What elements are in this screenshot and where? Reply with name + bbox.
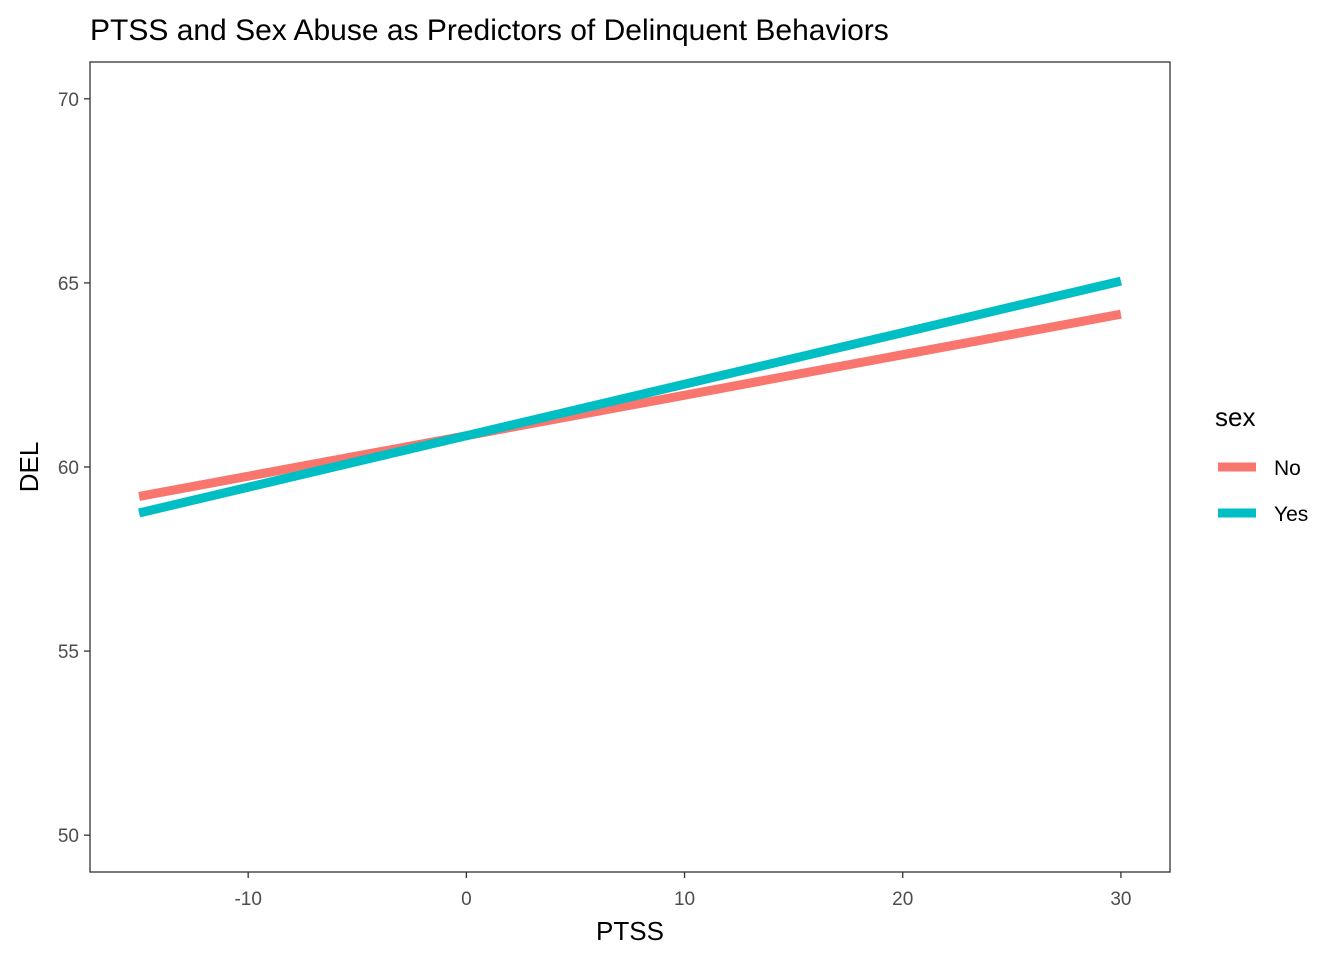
y-tick-label: 60 <box>58 458 79 479</box>
series-line-no <box>138 309 1122 501</box>
legend-label-no: No <box>1274 457 1301 480</box>
plot-panel <box>89 61 1171 873</box>
y-tick-label: 70 <box>58 90 79 111</box>
legend-label-yes: Yes <box>1274 503 1308 526</box>
y-axis-title: DEL <box>14 442 44 493</box>
x-axis: -10 0 10 20 30 <box>234 872 1131 910</box>
y-axis: 50 55 60 65 70 <box>58 90 90 847</box>
legend: sex No Yes <box>1215 402 1308 526</box>
x-tick-label: 20 <box>892 889 913 910</box>
legend-title: sex <box>1215 402 1255 432</box>
series-lines <box>138 276 1122 518</box>
x-tick-label: 0 <box>461 889 472 910</box>
chart-title: PTSS and Sex Abuse as Predictors of Deli… <box>90 14 889 47</box>
y-tick-label: 55 <box>58 642 79 663</box>
y-tick-label: 50 <box>58 826 79 847</box>
x-tick-label: -10 <box>234 889 261 910</box>
x-tick-label: 10 <box>674 889 695 910</box>
x-tick-label: 30 <box>1110 889 1131 910</box>
series-line-yes <box>138 276 1122 518</box>
x-axis-title: PTSS <box>596 916 664 946</box>
y-tick-label: 65 <box>58 274 79 295</box>
